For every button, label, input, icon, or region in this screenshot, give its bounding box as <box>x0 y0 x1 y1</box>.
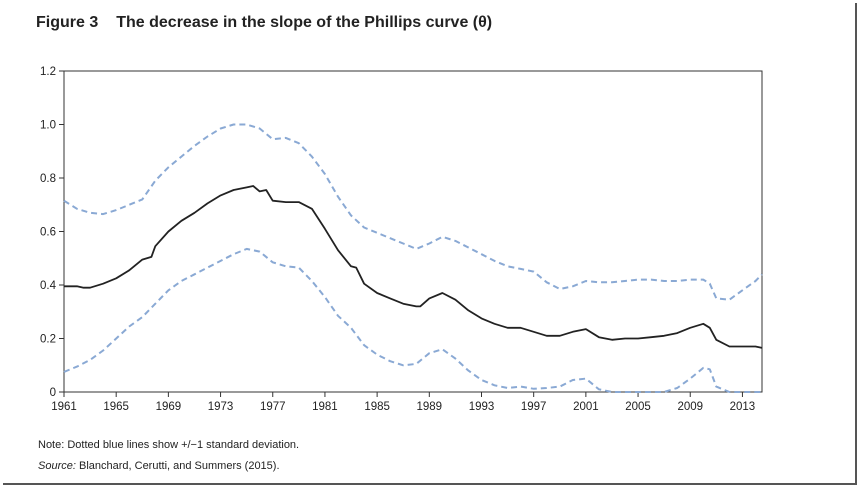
upper-band-line <box>63 123 763 301</box>
x-tick-label: 2001 <box>573 401 599 413</box>
lower-band-line <box>63 247 762 393</box>
x-tick-label: 1981 <box>312 401 338 413</box>
figure-title-text: The decrease in the slope of the Phillip… <box>116 14 493 31</box>
x-tick-label: 1965 <box>103 401 129 413</box>
phillips-slope-chart: 0 0.2 0.4 0.6 0.8 1.0 1.2 1961 1965 1969 1973 1977 1… <box>40 66 763 413</box>
x-tick-label: 1973 <box>208 401 234 413</box>
y-tick-label: 0.4 <box>40 280 57 292</box>
x-tick-label: 1993 <box>469 401 495 413</box>
x-tick-label: 1977 <box>260 401 286 413</box>
source-text: Blanchard, Cerutti, and Summers (2015). <box>75 460 280 472</box>
x-tick-label: 1985 <box>364 401 390 413</box>
x-tick-label: 2009 <box>677 401 703 413</box>
figure-number: Figure 3 <box>36 14 99 31</box>
y-tick-label: 0 <box>50 387 56 399</box>
x-tick-label: 1989 <box>417 401 443 413</box>
figure-title: Figure 3 The decrease in the slope of the… <box>36 14 492 32</box>
figure-frame <box>3 3 857 485</box>
x-tick-label: 2013 <box>730 401 756 413</box>
x-tick-label: 1997 <box>521 401 547 413</box>
y-tick-label: 0.6 <box>40 227 56 239</box>
x-tick-label: 2005 <box>625 401 651 413</box>
y-tick-label: 1.2 <box>40 66 56 78</box>
x-tick-label: 1961 <box>51 401 77 413</box>
source-label: Source: <box>38 460 76 472</box>
figure-source: Source: Blanchard, Cerutti, and Summers … <box>38 460 280 472</box>
x-tick-label: 1969 <box>156 401 182 413</box>
figure-note: Note: Dotted blue lines show +/−1 standa… <box>38 439 300 451</box>
y-tick-label: 1.0 <box>40 120 56 132</box>
y-tick-label: 0.8 <box>40 173 56 185</box>
slope-estimate-line <box>64 185 763 349</box>
y-tick-label: 0.2 <box>40 334 56 346</box>
